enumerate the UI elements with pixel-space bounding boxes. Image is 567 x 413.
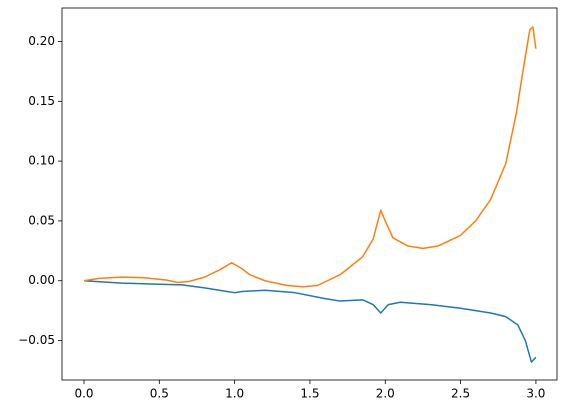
y-tick-label: 0.00 (28, 273, 55, 287)
y-tick-label: 0.05 (28, 213, 55, 227)
series-line (83, 279, 537, 363)
series-line (83, 26, 537, 288)
y-tick-label: 0.15 (28, 94, 55, 108)
x-tick-label: 1.5 (300, 387, 319, 401)
y-tick-label: −0.05 (18, 333, 55, 347)
x-tick-label: 2.0 (376, 387, 395, 401)
x-tick-label: 0.0 (74, 387, 93, 401)
plot-frame (61, 7, 558, 381)
y-tick-label: 0.10 (28, 154, 55, 168)
x-tick-label: 1.0 (225, 387, 244, 401)
x-tick-label: 3.0 (526, 387, 545, 401)
y-tick-label: 0.20 (28, 34, 55, 48)
x-tick-label: 0.5 (150, 387, 169, 401)
x-tick-label: 2.5 (451, 387, 470, 401)
